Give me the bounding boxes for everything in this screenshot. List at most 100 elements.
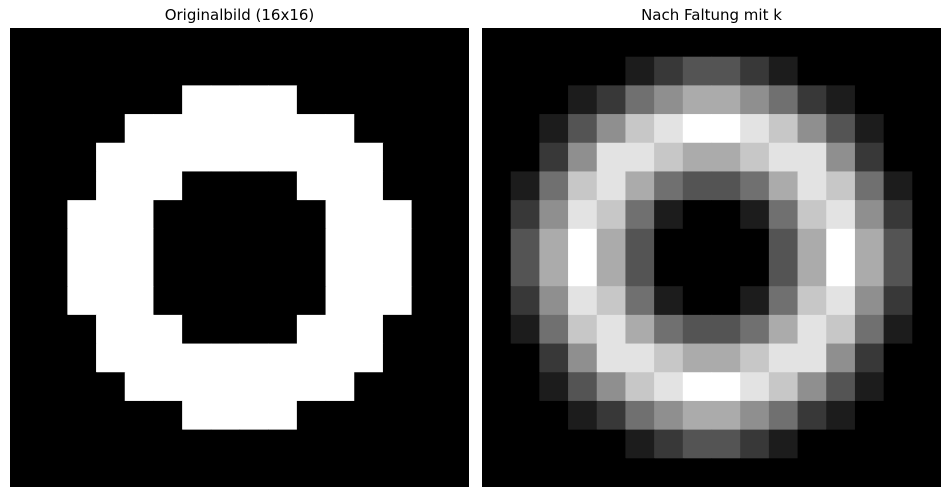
convolved-cell-r12-c4 [596, 372, 627, 402]
original-cell-r15-c0 [10, 458, 40, 487]
convolved-cell-r3-c13 [854, 114, 885, 144]
convolved-cell-r12-c8 [711, 372, 741, 402]
convolved-cell-r2-c15 [912, 85, 941, 115]
original-cell-r3-c11 [325, 114, 355, 144]
original-cell-r13-c2 [67, 400, 97, 431]
convolved-cell-r6-c14 [883, 200, 913, 230]
convolved-cell-r8-c2 [539, 257, 569, 287]
original-cell-r5-c12 [354, 171, 384, 201]
original-cell-r1-c0 [10, 56, 40, 86]
convolved-cell-r4-c0 [482, 142, 512, 173]
convolved-cell-r1-c2 [539, 56, 569, 86]
original-cell-r10-c9 [268, 314, 298, 345]
convolved-cell-r5-c3 [568, 171, 598, 201]
original-cell-r7-c7 [210, 228, 241, 259]
original-cell-r5-c1 [38, 171, 68, 201]
original-cell-r14-c15 [440, 429, 469, 459]
original-cell-r0-c9 [268, 28, 298, 58]
original-cell-r14-c10 [296, 429, 327, 459]
convolved-cell-r12-c0 [482, 372, 512, 402]
original-cell-r9-c7 [210, 286, 241, 316]
convolved-cell-r10-c2 [539, 314, 569, 345]
convolved-cell-r5-c4 [596, 171, 627, 201]
convolved-cell-r2-c0 [482, 85, 512, 115]
convolved-cell-r0-c1 [510, 28, 540, 58]
original-cell-r3-c5 [153, 114, 183, 144]
original-cell-r1-c9 [268, 56, 298, 86]
convolved-cell-r14-c3 [568, 429, 598, 459]
original-cell-r2-c3 [96, 85, 126, 115]
original-cell-r7-c6 [182, 228, 212, 259]
convolved-cell-r3-c0 [482, 114, 512, 144]
original-cell-r3-c8 [239, 114, 269, 144]
original-cell-r4-c5 [153, 142, 183, 173]
original-cell-r5-c6 [182, 171, 212, 201]
convolved-cell-r9-c13 [854, 286, 885, 316]
original-cell-r12-c3 [96, 372, 126, 402]
original-cell-r14-c7 [210, 429, 241, 459]
original-cell-r9-c0 [10, 286, 40, 316]
convolved-cell-r14-c12 [826, 429, 856, 459]
convolved-cell-r15-c7 [682, 458, 713, 487]
convolved-cell-r12-c15 [912, 372, 941, 402]
convolved-cell-r15-c9 [740, 458, 770, 487]
convolved-cell-r9-c14 [883, 286, 913, 316]
convolved-cell-r15-c11 [797, 458, 827, 487]
original-cell-r14-c2 [67, 429, 97, 459]
original-cell-r1-c3 [96, 56, 126, 86]
convolved-cell-r14-c0 [482, 429, 512, 459]
convolved-cell-r14-c4 [596, 429, 627, 459]
original-cell-r14-c0 [10, 429, 40, 459]
convolved-cell-r0-c13 [854, 28, 885, 58]
convolved-cell-r3-c3 [568, 114, 598, 144]
convolved-cell-r6-c4 [596, 200, 627, 230]
original-cell-r15-c10 [296, 458, 327, 487]
convolved-cell-r10-c13 [854, 314, 885, 345]
convolved-cell-r6-c3 [568, 200, 598, 230]
convolved-cell-r6-c12 [826, 200, 856, 230]
convolved-cell-r3-c14 [883, 114, 913, 144]
convolved-cell-r2-c7 [682, 85, 713, 115]
convolved-cell-r11-c6 [654, 343, 684, 373]
convolved-cell-r0-c7 [682, 28, 713, 58]
original-cell-r6-c12 [354, 200, 384, 230]
original-cell-r3-c9 [268, 114, 298, 144]
convolved-cell-r8-c4 [596, 257, 627, 287]
original-cell-r7-c12 [354, 228, 384, 259]
convolved-cell-r14-c5 [625, 429, 655, 459]
original-cell-r11-c6 [182, 343, 212, 373]
original-cell-r12-c7 [210, 372, 241, 402]
convolved-cell-r4-c2 [539, 142, 569, 173]
convolved-cell-r12-c6 [654, 372, 684, 402]
convolved-cell-r9-c15 [912, 286, 941, 316]
original-cell-r12-c14 [411, 372, 441, 402]
convolved-cell-r8-c6 [654, 257, 684, 287]
original-cell-r8-c10 [296, 257, 327, 287]
original-cell-r14-c6 [182, 429, 212, 459]
convolved-cell-r15-c12 [826, 458, 856, 487]
original-cell-r0-c6 [182, 28, 212, 58]
convolved-cell-r12-c5 [625, 372, 655, 402]
original-cell-r1-c12 [354, 56, 384, 86]
original-cell-r8-c5 [153, 257, 183, 287]
convolved-cell-r1-c3 [568, 56, 598, 86]
convolved-cell-r8-c15 [912, 257, 941, 287]
original-cell-r10-c12 [354, 314, 384, 345]
convolved-cell-r9-c9 [740, 286, 770, 316]
convolved-cell-r4-c9 [740, 142, 770, 173]
original-cell-r10-c3 [96, 314, 126, 345]
convolved-cell-r10-c11 [797, 314, 827, 345]
convolved-cell-r0-c8 [711, 28, 741, 58]
convolved-cell-r15-c5 [625, 458, 655, 487]
convolved-cell-r4-c10 [768, 142, 799, 173]
original-cell-r5-c10 [296, 171, 327, 201]
convolved-cell-r1-c1 [510, 56, 540, 86]
original-cell-r4-c7 [210, 142, 241, 173]
convolved-cell-r14-c11 [797, 429, 827, 459]
original-cell-r3-c12 [354, 114, 384, 144]
original-cell-r5-c15 [440, 171, 469, 201]
original-cell-r9-c4 [124, 286, 155, 316]
original-cell-r12-c5 [153, 372, 183, 402]
convolved-cell-r13-c6 [654, 400, 684, 431]
original-cell-r11-c15 [440, 343, 469, 373]
